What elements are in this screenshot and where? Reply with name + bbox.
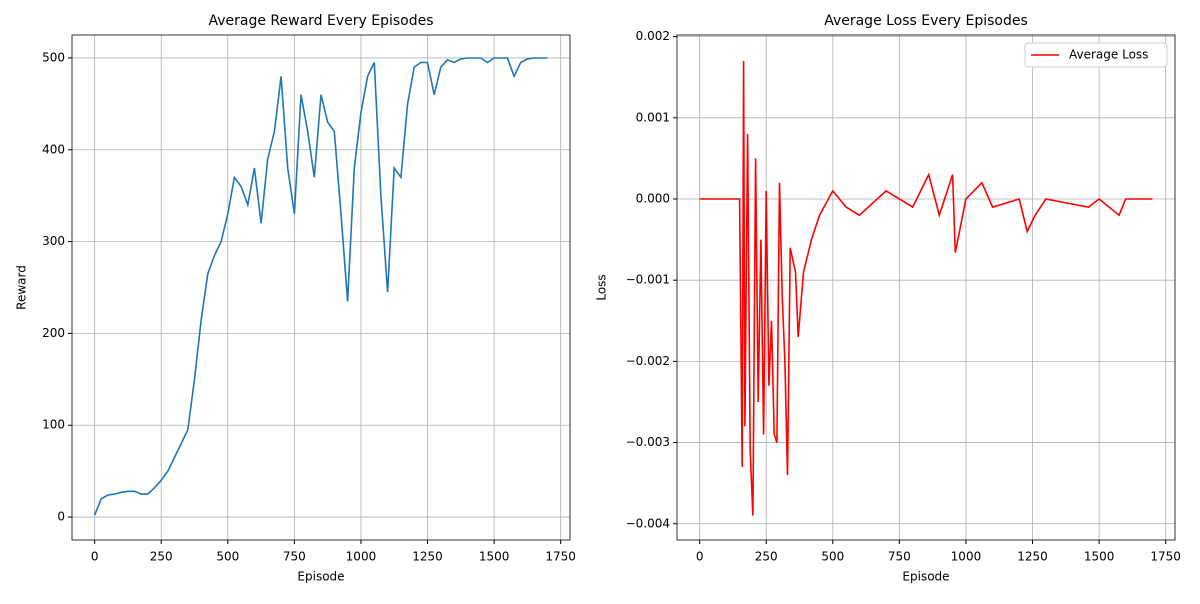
y-axis-label: Reward xyxy=(15,265,29,310)
x-tick-label: 250 xyxy=(150,550,173,564)
y-tick-label: 0.000 xyxy=(636,192,670,206)
y-tick-label: −0.002 xyxy=(626,354,670,368)
x-tick-label: 1000 xyxy=(346,550,377,564)
x-tick-label: 0 xyxy=(696,550,704,564)
y-tick-label: 0 xyxy=(57,510,65,524)
y-tick-label: 300 xyxy=(42,234,65,248)
x-tick-label: 1500 xyxy=(479,550,510,564)
y-tick-label: −0.003 xyxy=(626,435,670,449)
x-tick-label: 750 xyxy=(283,550,306,564)
chart-title: Average Reward Every Episodes xyxy=(208,13,433,29)
y-tick-label: −0.004 xyxy=(626,516,670,530)
y-tick-label: −0.001 xyxy=(626,273,670,287)
x-tick-label: 750 xyxy=(888,550,911,564)
x-tick-label: 250 xyxy=(755,550,778,564)
x-tick-label: 1750 xyxy=(545,550,576,564)
x-tick-label: 500 xyxy=(821,550,844,564)
plot-frame xyxy=(676,34,1176,541)
plot-frame xyxy=(71,34,571,541)
y-tick-label: 500 xyxy=(42,50,65,64)
legend-box xyxy=(1024,42,1168,68)
x-tick-label: 1750 xyxy=(1150,550,1181,564)
y-tick-label: 0.001 xyxy=(636,110,670,124)
y-tick-label: 200 xyxy=(42,326,65,340)
y-tick-label: 0.002 xyxy=(636,29,670,43)
y-tick-label: 100 xyxy=(42,418,65,432)
x-tick-label: 1250 xyxy=(412,550,443,564)
legend-label: Average Loss xyxy=(1069,48,1148,62)
x-axis-label: Episode xyxy=(902,570,949,584)
x-tick-label: 1000 xyxy=(951,550,982,564)
chart-title: Average Loss Every Episodes xyxy=(824,13,1028,29)
x-tick-label: 0 xyxy=(91,550,99,564)
x-tick-label: 1500 xyxy=(1084,550,1115,564)
x-tick-label: 500 xyxy=(216,550,239,564)
x-tick-label: 1250 xyxy=(1017,550,1048,564)
line xyxy=(93,57,548,516)
y-axis-label: Loss xyxy=(595,274,609,300)
y-tick-label: 400 xyxy=(42,142,65,156)
line xyxy=(699,60,1153,516)
x-axis-label: Episode xyxy=(297,570,344,584)
